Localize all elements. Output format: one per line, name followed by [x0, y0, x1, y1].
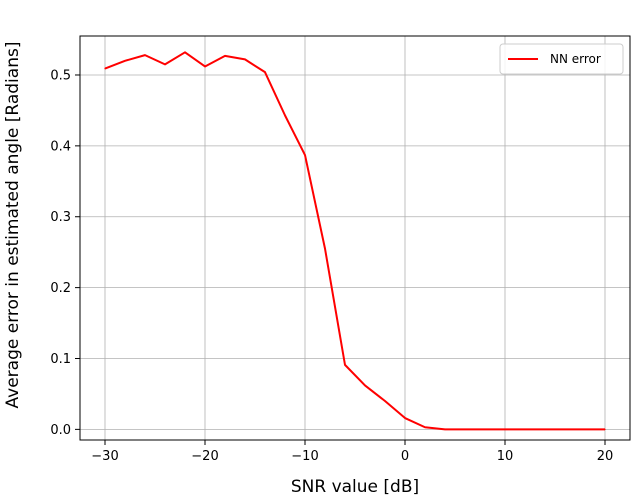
x-tick-label: −30	[91, 449, 118, 464]
data-point	[324, 248, 326, 250]
data-point	[424, 426, 426, 428]
series-layer	[104, 51, 606, 431]
x-tick-label: −10	[291, 449, 318, 464]
legend-label: NN error	[550, 52, 601, 66]
legend: NN error	[499, 43, 624, 75]
data-point	[564, 428, 566, 430]
series-line-nn-error	[104, 51, 605, 431]
data-point	[504, 428, 506, 430]
data-point	[524, 428, 526, 430]
y-tick-label: 0.2	[50, 281, 71, 296]
data-point	[224, 55, 226, 57]
data-point	[484, 428, 486, 430]
data-point	[544, 428, 546, 430]
y-tick-label: 0.4	[50, 139, 71, 154]
data-point	[384, 400, 386, 402]
data-point	[584, 428, 586, 430]
x-tick-label: 20	[597, 449, 614, 464]
data-point	[444, 428, 446, 430]
y-axis-label: Average error in estimated angle [Radian…	[3, 42, 23, 409]
data-point	[184, 51, 186, 53]
plot-frame	[79, 35, 631, 441]
y-tick-label: 0.3	[50, 210, 71, 225]
y-tick-label: 0.1	[50, 352, 71, 367]
data-point	[124, 60, 126, 62]
data-point	[304, 154, 306, 156]
legend-box	[499, 43, 624, 75]
data-point	[144, 54, 146, 56]
data-point	[344, 364, 346, 366]
x-axis-label: SNR value [dB]	[291, 477, 419, 497]
data-point	[264, 71, 266, 73]
data-point	[464, 428, 466, 430]
x-tick-label: 10	[497, 449, 514, 464]
ticks: −30 −20 −10 0 10 20 0.0 0.1 0.2 0.3 0.4 0.5	[50, 68, 613, 464]
data-point	[104, 68, 106, 70]
data-point	[204, 65, 206, 68]
data-point	[244, 58, 246, 60]
data-point	[364, 384, 366, 387]
x-tick-label: −20	[191, 449, 218, 464]
y-tick-label: 0.5	[50, 68, 71, 83]
data-point	[404, 417, 406, 419]
y-tick-label: 0.0	[50, 423, 71, 438]
data-point	[164, 63, 166, 65]
x-tick-label: 0	[401, 449, 409, 464]
grid	[80, 36, 630, 440]
data-point	[284, 114, 286, 116]
data-point	[604, 428, 606, 430]
